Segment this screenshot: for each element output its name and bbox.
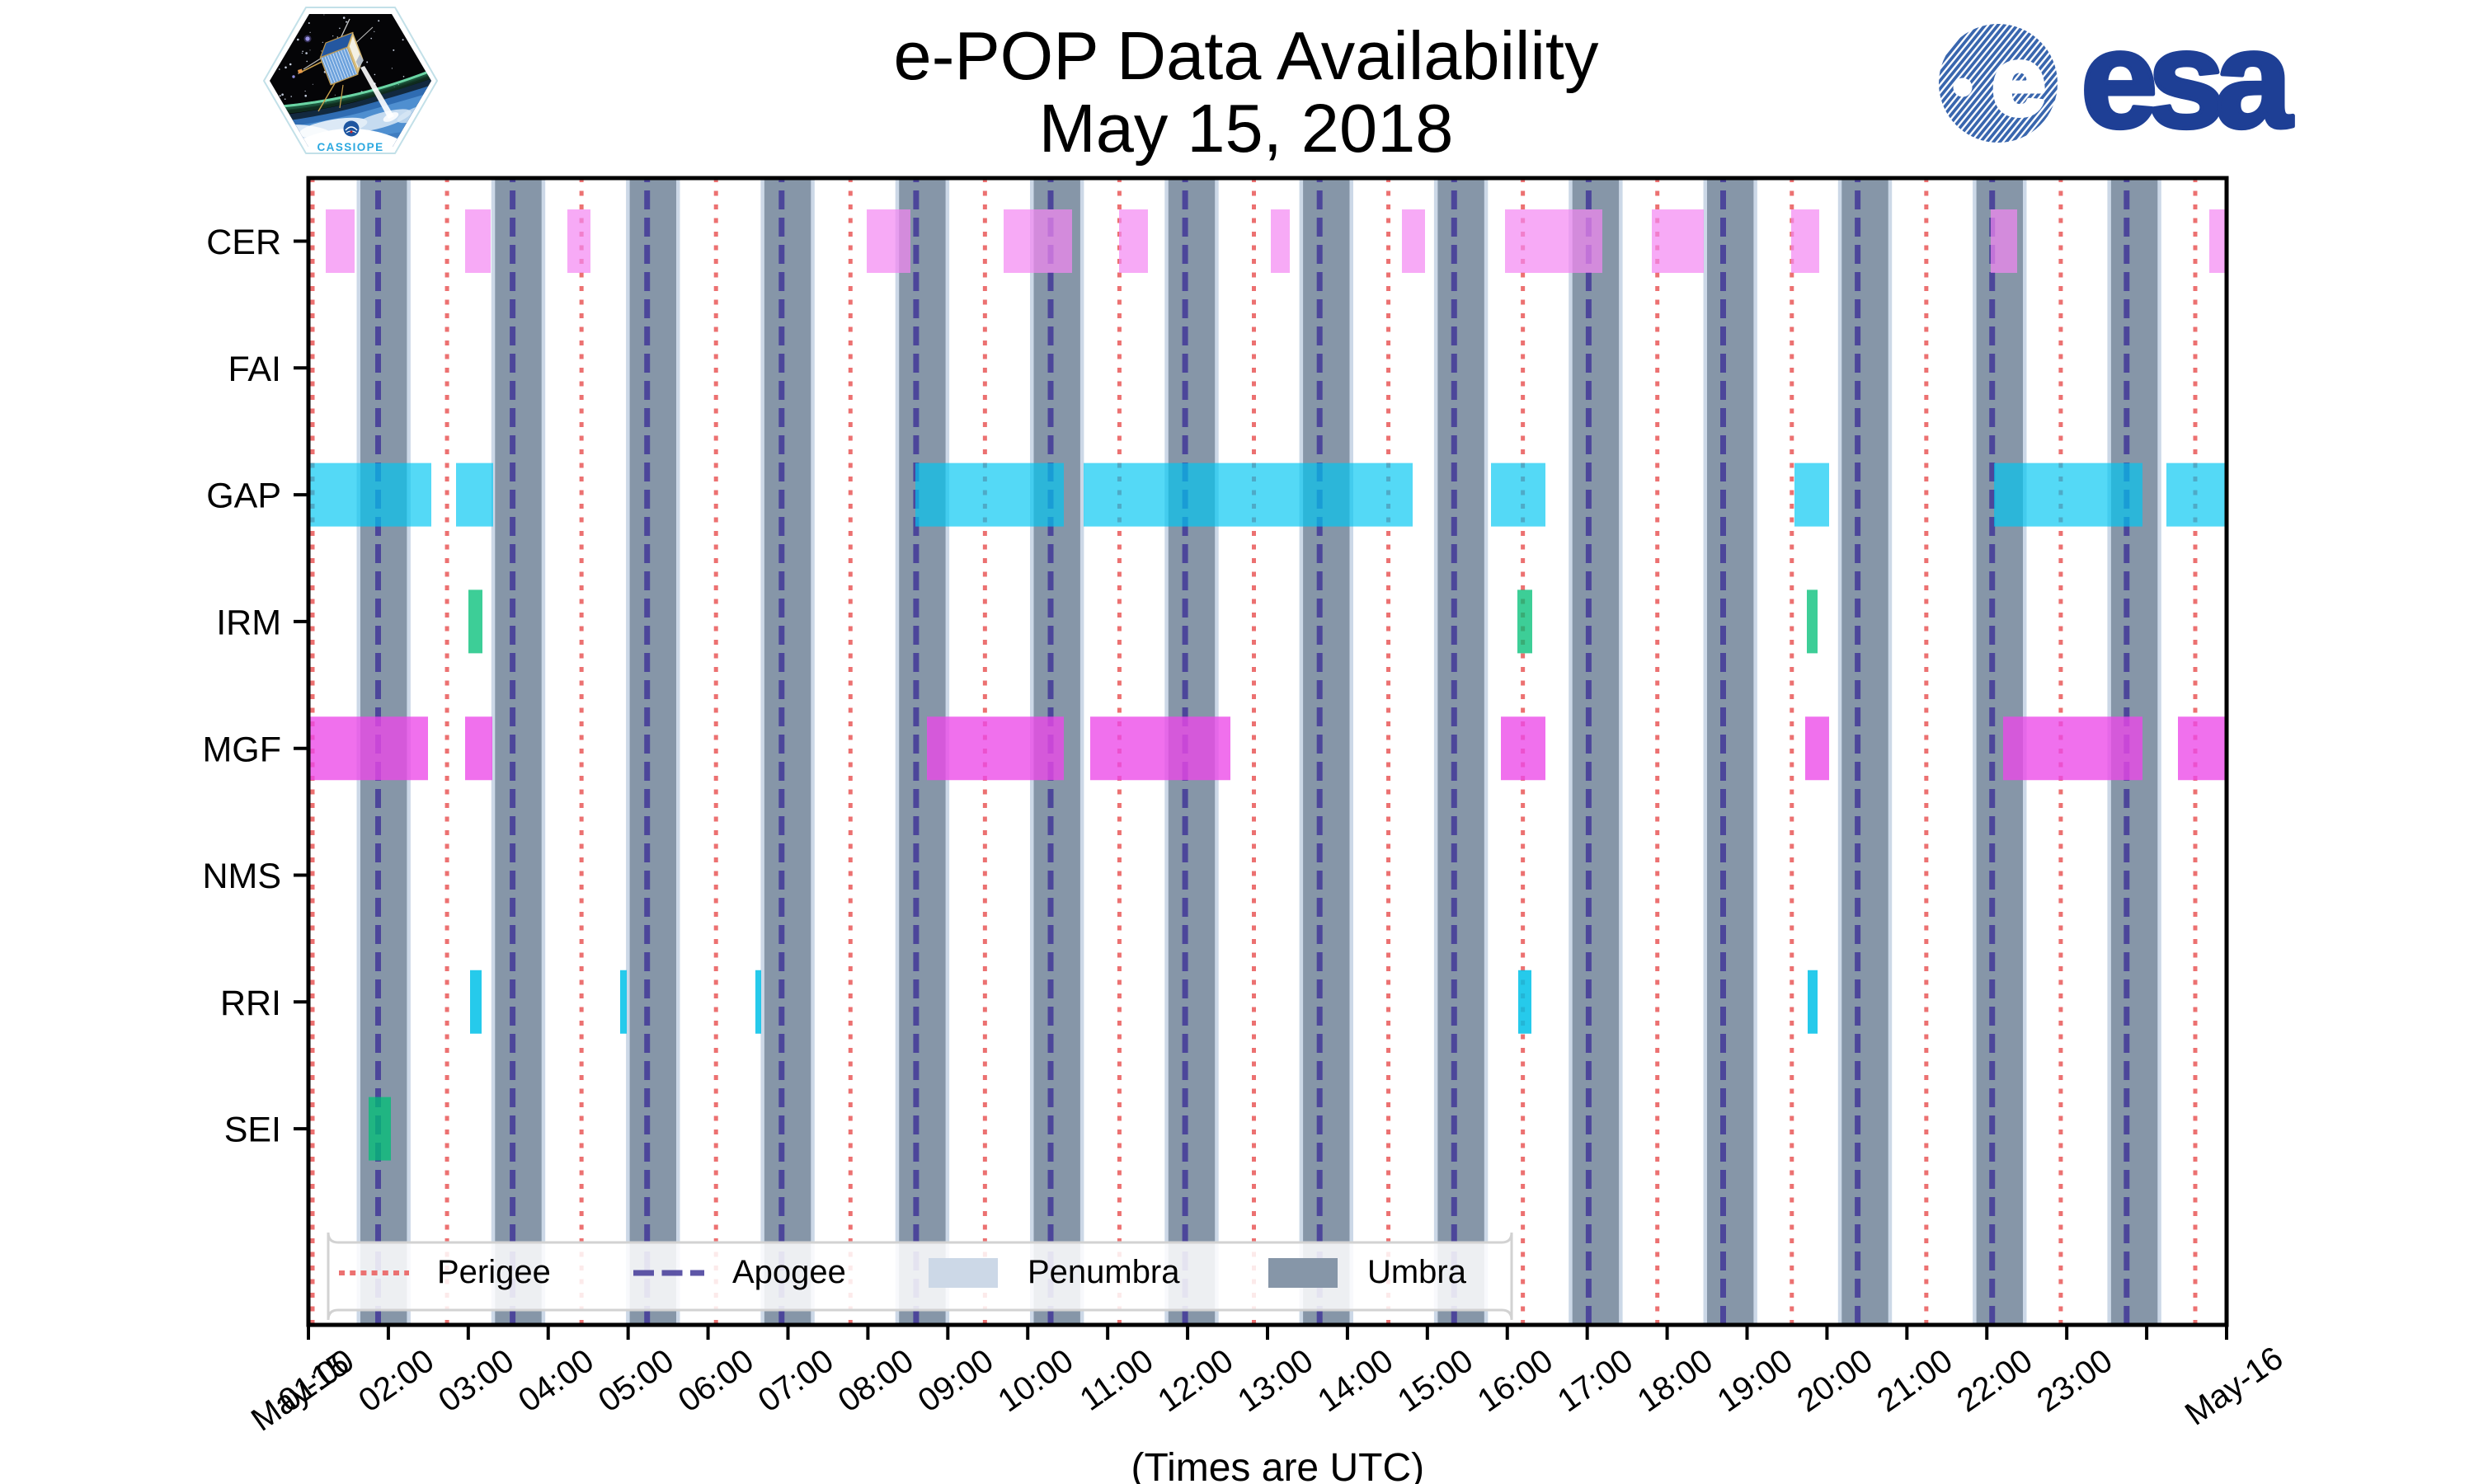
svg-text:May 15, 2018: May 15, 2018 (1039, 90, 1454, 167)
svg-text:e-POP Data Availability: e-POP Data Availability (894, 17, 1599, 94)
svg-text:(Times are UTC): (Times are UTC) (1131, 1446, 1425, 1484)
svg-text:CER: CER (206, 223, 281, 262)
svg-text:Umbra: Umbra (1367, 1254, 1467, 1290)
svg-text:Perigee: Perigee (437, 1254, 551, 1290)
svg-text:e: e (1992, 27, 2046, 136)
svg-text:CASSIOPE: CASSIOPE (317, 141, 384, 153)
svg-text:MGF: MGF (203, 730, 282, 769)
svg-text:SEI: SEI (224, 1111, 281, 1150)
svg-text:GAP: GAP (206, 477, 281, 516)
svg-text:FAI: FAI (228, 350, 282, 389)
svg-text:IRM: IRM (216, 603, 281, 642)
svg-text:Apogee: Apogee (732, 1254, 846, 1290)
svg-text:NMS: NMS (202, 857, 281, 896)
svg-text:RRI: RRI (220, 984, 281, 1023)
svg-text:Penumbra: Penumbra (1028, 1254, 1180, 1290)
svg-text:esa: esa (2081, 2, 2293, 157)
